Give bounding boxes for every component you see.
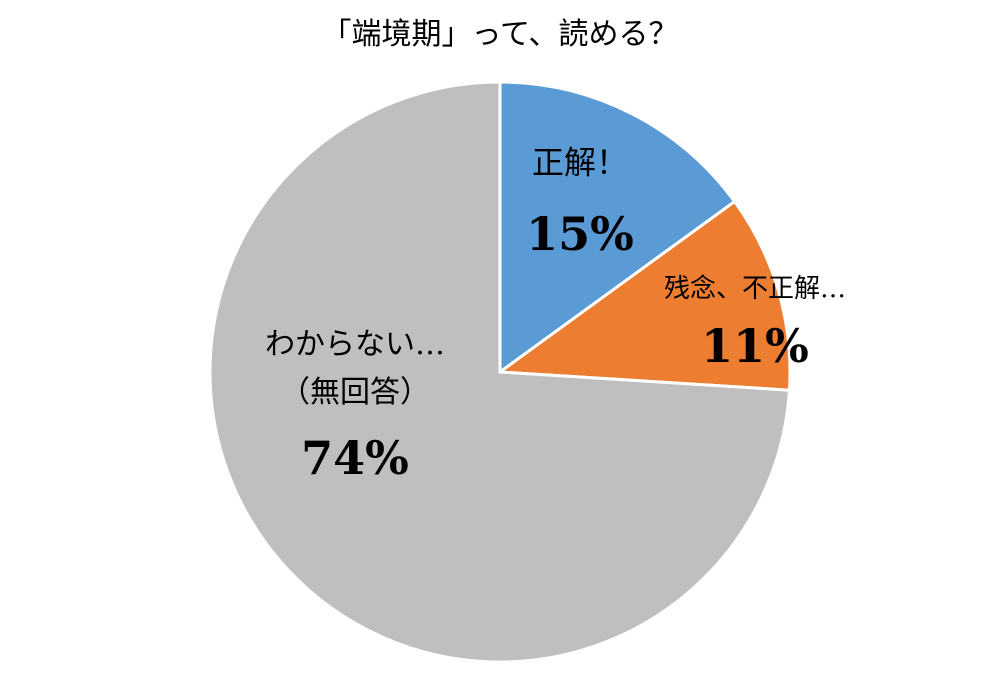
pie-slice bbox=[495, 199, 792, 392]
slice-label: 正解！ bbox=[532, 144, 628, 182]
value-label: 74% bbox=[301, 431, 409, 485]
slice-label: わからない…（無回答） bbox=[265, 327, 445, 410]
value-label: 15% bbox=[526, 207, 634, 261]
pie-slice bbox=[498, 80, 737, 375]
chart-title: 「端境期」って、読める？ bbox=[322, 17, 679, 52]
pie-slice bbox=[208, 80, 792, 664]
value-label: 11% bbox=[701, 319, 809, 373]
slice-label: 残念、不正解… bbox=[664, 274, 846, 304]
